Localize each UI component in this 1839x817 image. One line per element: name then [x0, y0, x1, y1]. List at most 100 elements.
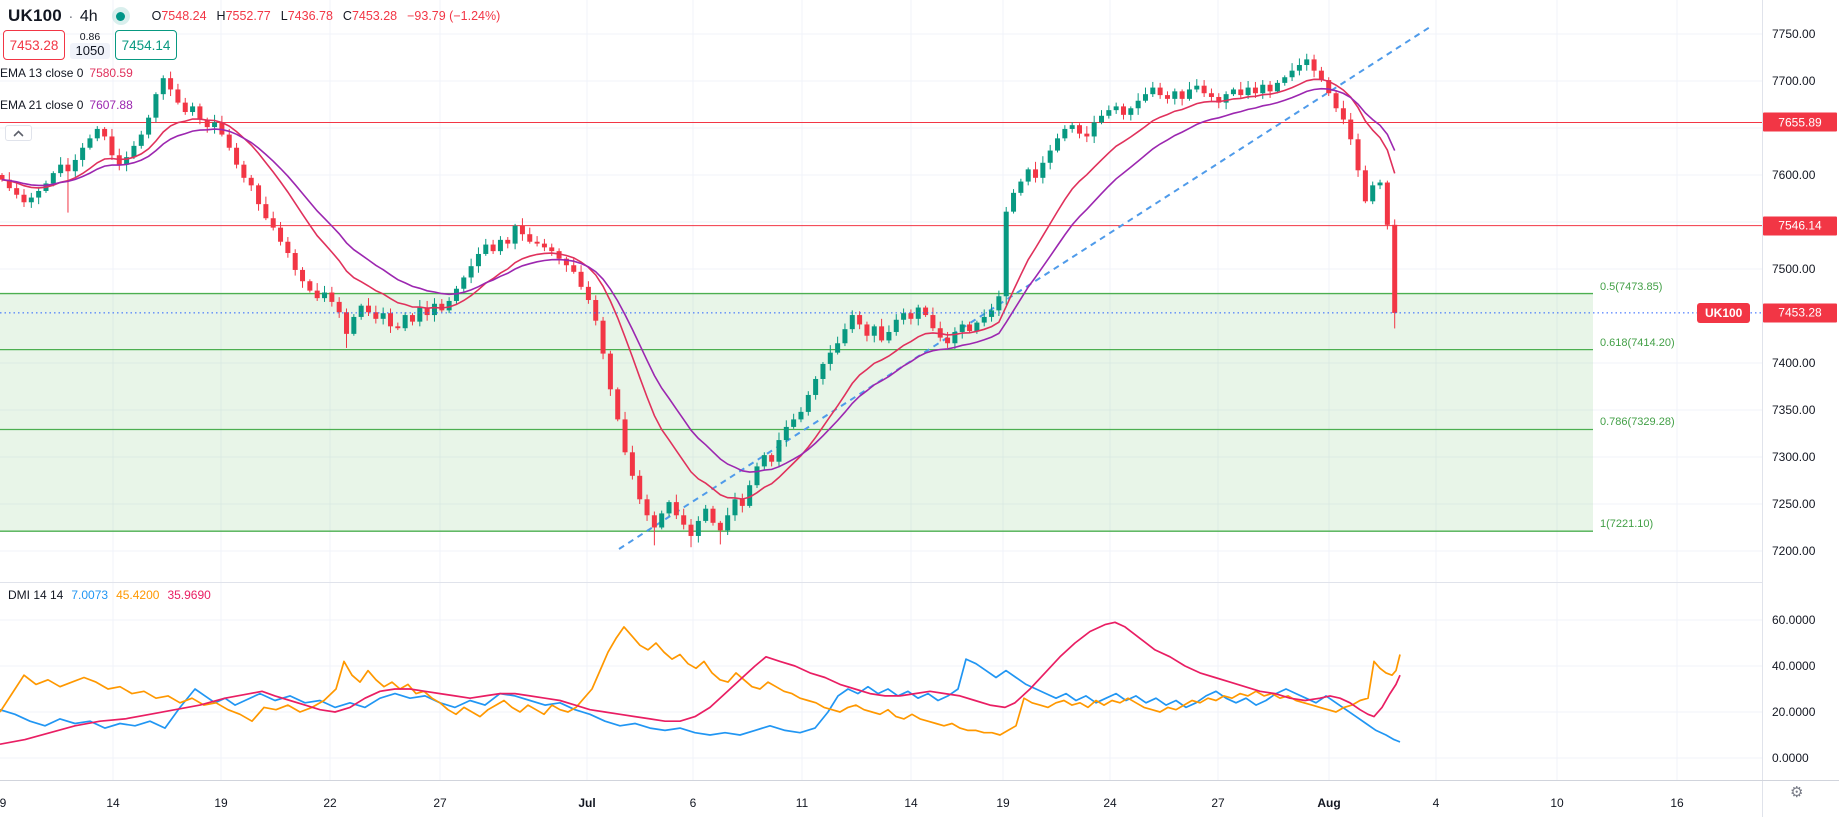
candle-body	[417, 307, 423, 322]
candle-body	[622, 419, 628, 453]
candle-body	[329, 292, 335, 302]
time-axis-divider[interactable]	[0, 780, 1839, 781]
candle-body	[36, 190, 42, 198]
candle-body	[307, 281, 313, 291]
ema-21-line[interactable]	[1, 87, 1396, 473]
candle-body	[439, 303, 445, 311]
candle-body	[1377, 182, 1383, 186]
price-axis-label: 7300.00	[1772, 450, 1816, 464]
fib-level-label: 0.618(7414.20)	[1600, 336, 1675, 349]
candle-body	[849, 315, 855, 330]
candle-body	[688, 524, 694, 536]
candle-body	[959, 324, 965, 332]
open-value: 7548.24	[161, 9, 207, 23]
candle-body	[80, 147, 86, 160]
candle-body	[131, 145, 137, 158]
candle-body	[358, 305, 364, 317]
trade-panel: 7453.28 0.86 1050 7454.14	[3, 30, 177, 60]
spread-qty-widget: 0.86 1050	[69, 30, 111, 60]
candle-body	[1084, 133, 1090, 137]
candle-body	[512, 225, 518, 244]
dmi-axis-label: 40.0000	[1772, 659, 1816, 673]
candle-body	[212, 122, 218, 128]
ema13-legend[interactable]: EMA 13 close 0 7580.59	[0, 66, 133, 80]
dmi-adx-value: 7.0073	[71, 588, 109, 602]
candle-body	[1069, 125, 1075, 129]
symbol-name: UK100	[8, 6, 62, 25]
candle-body	[769, 455, 775, 462]
candle-body	[776, 440, 782, 462]
dmi--di-line	[0, 626, 1401, 736]
legend-collapse-button[interactable]	[5, 125, 32, 141]
time-axis-label: Aug	[1317, 796, 1341, 810]
dmi-legend[interactable]: DMI 14 14 7.0073 45.4200 35.9690	[8, 588, 211, 602]
candle-body	[1274, 82, 1280, 92]
time-axis-label: 27	[433, 796, 447, 810]
candle-body	[578, 271, 584, 287]
candle-body	[160, 78, 166, 95]
candle-body	[1018, 181, 1024, 193]
candle-body	[270, 218, 276, 228]
candle-body	[292, 253, 298, 270]
candle-body	[453, 288, 459, 301]
close-value: 7453.28	[351, 9, 398, 23]
dmi-minus-di-value: 35.9690	[167, 588, 211, 602]
dmi-axis-label: 0.0000	[1772, 751, 1809, 765]
fib-zone[interactable]	[0, 293, 1593, 532]
trendline[interactable]	[618, 26, 1431, 550]
candle-body	[219, 122, 225, 135]
candle-body	[1216, 96, 1222, 103]
candle-body	[1384, 182, 1390, 225]
candle-body	[1333, 93, 1339, 109]
candle-body	[58, 164, 64, 174]
buy-button[interactable]: 7454.14	[115, 30, 177, 60]
candle-body	[600, 320, 606, 354]
ema21-legend[interactable]: EMA 21 close 0 7607.88	[0, 98, 133, 112]
candle-body	[263, 204, 269, 219]
candle-body	[475, 253, 481, 267]
candle-body	[1392, 224, 1398, 313]
candle-body	[732, 499, 738, 516]
candle-body	[351, 316, 357, 334]
candle-body	[0, 175, 5, 180]
candle-body	[717, 522, 723, 531]
candle-body	[197, 106, 203, 120]
pane-separator[interactable]	[0, 582, 1762, 583]
candle-body	[373, 312, 379, 319]
ema-13-line[interactable]	[1, 78, 1396, 500]
candle-body	[629, 452, 635, 476]
candle-body	[651, 515, 657, 528]
dmi-adx-line	[0, 621, 1401, 746]
candle-body	[805, 394, 811, 412]
candle-body	[1077, 125, 1083, 134]
candle-body	[1135, 100, 1141, 109]
candle-body	[981, 316, 987, 323]
market-status-icon[interactable]	[111, 7, 130, 25]
sell-button[interactable]: 7453.28	[3, 30, 65, 60]
gear-icon[interactable]: ⚙	[1790, 784, 1804, 801]
candle-body	[1025, 169, 1031, 182]
candle-body	[28, 197, 34, 203]
candle-body	[1355, 139, 1361, 171]
candle-body	[1318, 70, 1324, 81]
candle-body	[497, 239, 503, 252]
candle-body	[300, 269, 306, 282]
price-level-badge: 7453.28	[1763, 303, 1837, 323]
candle-body	[1055, 138, 1061, 151]
candle-body	[234, 147, 240, 165]
time-axis-label: 6	[689, 796, 697, 810]
candle-body	[1340, 108, 1346, 120]
candle-body	[1238, 89, 1244, 96]
candle-body	[989, 310, 995, 317]
candle-body	[1033, 169, 1039, 178]
symbol-title: UK100 · 4h	[8, 6, 98, 26]
candle-body	[842, 329, 848, 344]
candle-body	[791, 419, 797, 427]
candle-body	[1091, 122, 1097, 137]
candle-body	[1179, 91, 1185, 99]
quantity-selector[interactable]: 1050	[69, 43, 111, 59]
price-axis-divider[interactable]	[1762, 0, 1763, 817]
candle-body	[893, 319, 899, 332]
